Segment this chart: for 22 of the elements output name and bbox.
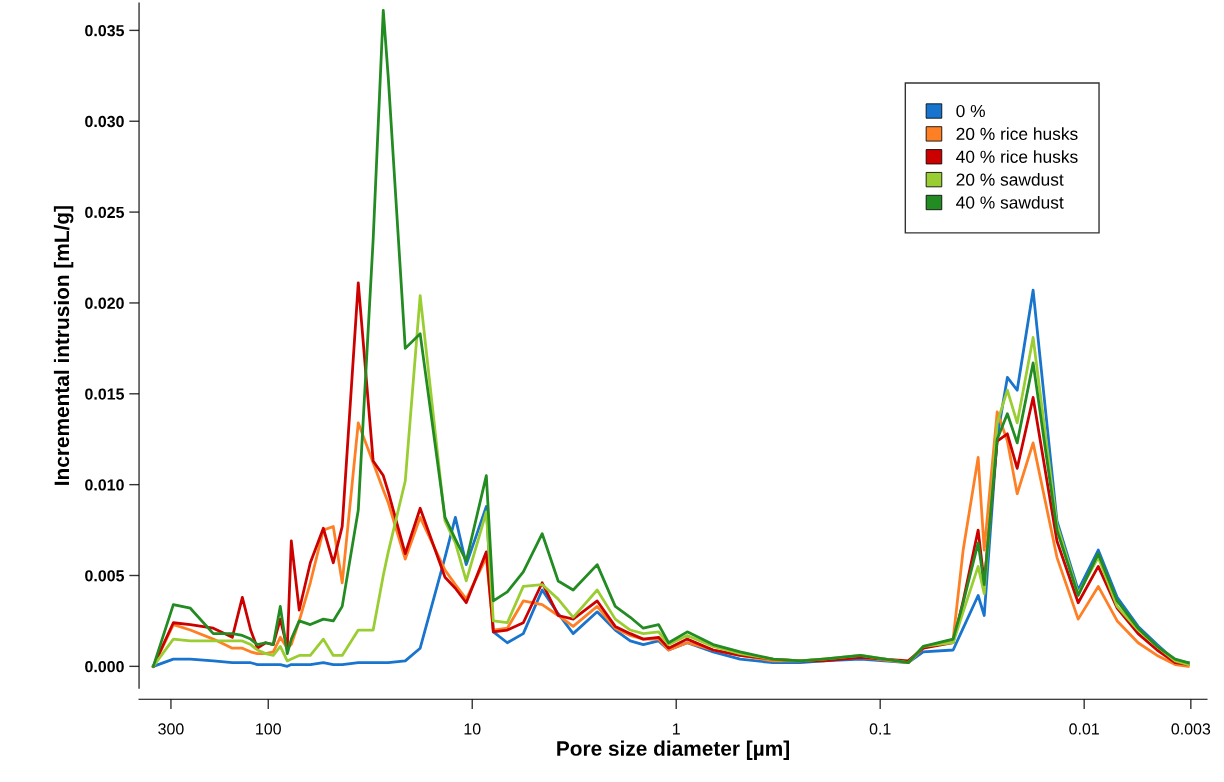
x-tick-label: 300 — [158, 723, 184, 735]
y-tick-label: 0.035 — [85, 25, 125, 37]
x-tick-label: 10 — [464, 723, 481, 735]
legend-label: 40 % sawdust — [956, 195, 1064, 209]
y-tick-label: 0.010 — [85, 479, 124, 491]
legend-label: 20 % rice husks — [956, 127, 1078, 141]
x-tick-label: 100 — [256, 723, 281, 735]
x-tick-label: 1 — [673, 723, 680, 735]
y-tick-label: 0.030 — [85, 115, 124, 128]
y-tick-label: 0.000 — [85, 660, 124, 673]
legend-label: 0 % — [956, 104, 985, 118]
x-axis-title: Pore size diameter [µm] — [557, 740, 789, 760]
y-axis-title: Incremental intrusion [mL/g] — [53, 206, 74, 485]
y-tick-label: 0.020 — [85, 297, 124, 309]
y-tick-label: 0.025 — [85, 206, 125, 219]
legend-label: 40 % rice husks — [956, 150, 1078, 163]
x-tick-label: 0.01 — [1069, 723, 1099, 735]
x-tick-label: 0.1 — [869, 723, 891, 735]
legend-label: 20 % sawdust — [956, 173, 1064, 186]
x-tick-label: 0.003 — [1171, 723, 1211, 735]
y-tick-label: 0.015 — [85, 388, 125, 400]
y-tick-label: 0.005 — [85, 570, 125, 582]
